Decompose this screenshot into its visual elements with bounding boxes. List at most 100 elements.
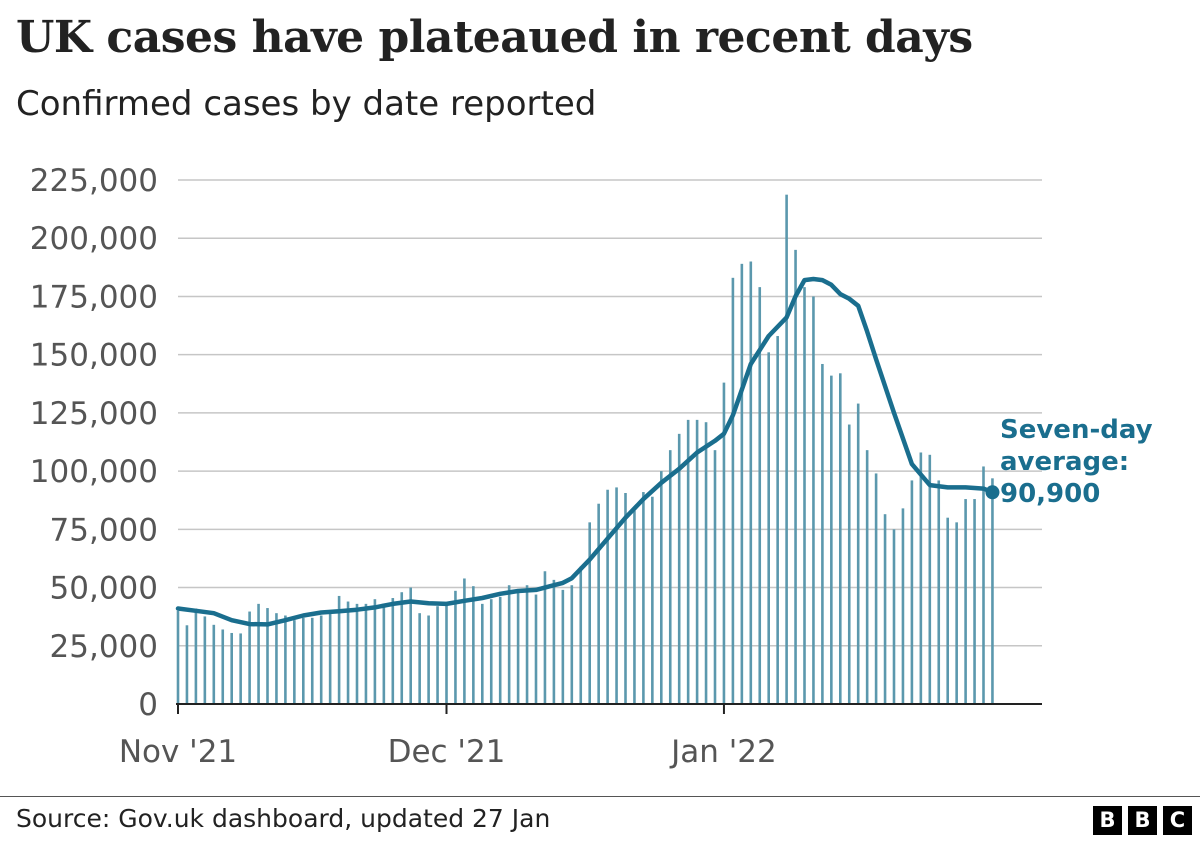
daily-case-bar <box>319 615 323 704</box>
daily-case-bar <box>337 595 341 704</box>
daily-case-bar <box>579 566 583 704</box>
daily-case-bar <box>740 263 744 704</box>
daily-case-bar <box>212 624 216 704</box>
daily-case-bars <box>176 194 994 704</box>
daily-case-bar <box>874 473 878 704</box>
daily-case-bar <box>919 452 923 704</box>
y-tick-label: 200,000 <box>30 221 158 257</box>
daily-case-bar <box>400 592 404 704</box>
y-tick-label: 0 <box>138 687 158 723</box>
y-tick-label: 100,000 <box>30 454 158 490</box>
daily-case-bar <box>284 615 287 704</box>
daily-case-bar <box>928 454 932 704</box>
daily-case-bar <box>302 617 305 704</box>
daily-case-bar <box>409 587 412 704</box>
daily-case-bar <box>391 598 395 704</box>
daily-case-bar <box>266 608 269 704</box>
y-tick-label: 125,000 <box>30 396 158 432</box>
annotation-line: average: <box>1000 447 1129 477</box>
daily-case-bar <box>588 522 591 704</box>
daily-case-bar <box>865 450 869 704</box>
bbc-logo: B B C <box>1093 806 1192 835</box>
daily-case-bar <box>946 517 949 704</box>
daily-case-bar <box>543 571 547 704</box>
bbc-logo-block: C <box>1163 806 1192 835</box>
daily-case-bar <box>839 373 842 704</box>
daily-case-bar <box>436 606 439 704</box>
daily-case-bar <box>847 424 851 704</box>
daily-case-bar <box>982 466 985 704</box>
daily-case-bar <box>230 632 233 704</box>
daily-case-bar <box>176 610 180 704</box>
daily-case-bar <box>507 585 511 704</box>
daily-case-bar <box>964 499 967 704</box>
daily-case-bar <box>346 601 350 704</box>
daily-case-bar <box>489 599 493 704</box>
daily-case-bar <box>293 620 296 704</box>
footer-divider <box>0 796 1200 797</box>
x-tick-label: Dec '21 <box>388 734 506 770</box>
y-axis-tick-labels: 0 25,000 50,000 75,000 100,000 125,000 150,000… <box>30 163 158 723</box>
seven-day-average-endpoint <box>985 485 1000 500</box>
daily-case-bar <box>812 296 815 704</box>
bbc-logo-block: B <box>1093 806 1122 835</box>
daily-case-bar <box>704 422 708 704</box>
daily-case-bar <box>856 403 860 704</box>
daily-case-bar <box>955 522 958 704</box>
daily-case-bar <box>257 603 260 704</box>
source-note: Source: Gov.uk dashboard, updated 27 Jan <box>16 804 551 833</box>
daily-case-bar <box>552 579 556 704</box>
daily-case-bar <box>776 336 779 704</box>
daily-case-bar <box>418 613 421 704</box>
y-tick-label: 175,000 <box>30 279 158 315</box>
daily-case-bar <box>821 363 824 704</box>
daily-case-bar <box>534 594 538 704</box>
daily-case-bar <box>892 529 896 704</box>
daily-case-bar <box>973 499 976 704</box>
daily-case-bar <box>651 496 654 704</box>
daily-case-bar <box>910 480 914 704</box>
chart-title: UK cases have plateaued in recent days <box>16 12 973 63</box>
daily-case-bar <box>275 613 278 704</box>
daily-case-bar <box>883 514 887 704</box>
daily-case-bar <box>525 585 529 704</box>
gridlines <box>178 179 1042 647</box>
daily-case-bar <box>731 277 735 704</box>
daily-case-bar <box>481 603 484 704</box>
daily-case-bar <box>328 613 332 704</box>
daily-case-bar <box>758 287 762 704</box>
daily-case-bar <box>677 433 681 704</box>
seven-day-average-layer <box>175 276 1000 627</box>
daily-case-bar <box>310 617 314 704</box>
daily-case-bar <box>937 480 941 704</box>
daily-case-bar <box>633 510 636 704</box>
daily-case-bar <box>355 603 359 704</box>
daily-case-bar <box>498 596 502 704</box>
daily-case-bar <box>454 590 457 704</box>
daily-case-bar <box>767 352 770 704</box>
daily-case-bar <box>785 194 788 704</box>
daily-case-bar <box>445 603 448 704</box>
daily-case-bar <box>794 249 797 704</box>
daily-case-bar <box>695 419 699 704</box>
daily-case-bar <box>686 419 690 704</box>
daily-case-bar <box>606 489 609 704</box>
daily-case-bar <box>364 603 368 704</box>
daily-case-bar <box>248 611 251 704</box>
y-tick-label: 50,000 <box>50 571 158 607</box>
daily-case-bar <box>830 375 833 704</box>
daily-case-bar <box>660 471 663 704</box>
x-tick-label: Jan '22 <box>669 734 777 770</box>
daily-case-bar <box>203 616 207 704</box>
y-tick-label: 75,000 <box>50 512 158 548</box>
daily-case-bar <box>185 625 189 704</box>
daily-case-bar <box>561 589 565 704</box>
daily-case-bar <box>463 578 466 704</box>
daily-case-bar <box>722 382 726 704</box>
y-tick-label: 25,000 <box>50 629 158 665</box>
y-tick-label: 150,000 <box>30 338 158 374</box>
daily-case-bar <box>991 478 994 704</box>
daily-case-bar <box>803 287 806 704</box>
y-tick-label: 225,000 <box>30 163 158 199</box>
